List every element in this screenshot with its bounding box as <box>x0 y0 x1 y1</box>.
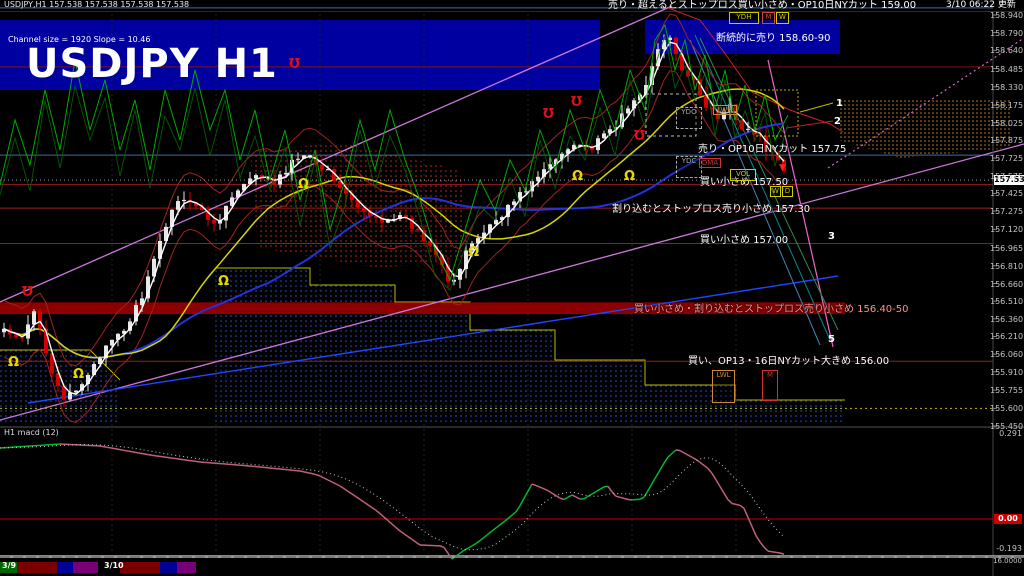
pivot-box-m: M <box>762 12 775 24</box>
timeline-day-label: 3/10 <box>104 561 124 570</box>
buy-marker: Ω <box>468 245 479 260</box>
ma-yellow <box>3 88 785 359</box>
pivot-box-ydo: YDO <box>676 107 702 129</box>
timeline-segment-1 <box>17 562 57 573</box>
buy-marker: Ω <box>624 169 635 184</box>
macd-zero-box: 0.00 <box>994 514 1022 524</box>
annotation-band-15640: 買い小さめ・割り込むとストップロス売り小さめ 156.40-50 <box>634 304 909 315</box>
buy-marker: Ω <box>8 355 19 370</box>
price-axis-label: 158.175 <box>990 101 1024 111</box>
pivot-box-d: D <box>782 186 793 197</box>
green-overlay-1 <box>0 23 789 282</box>
price-axis-label: 156.360 <box>990 314 1024 324</box>
corner-value: 16.0000 <box>993 557 1022 565</box>
banner-note: 断続的に売り 158.60-90 <box>716 33 831 44</box>
buy-marker: Ω <box>298 177 309 192</box>
price-axis-label: 156.965 <box>990 243 1024 253</box>
buy-marker: Ω <box>572 169 583 184</box>
sell-marker: Ω <box>571 92 582 107</box>
pivot-box-lwl: LWL <box>712 370 735 403</box>
macd-label: H1 macd (12) <box>4 428 59 437</box>
wave-label-5: 5 <box>828 334 835 345</box>
sell-marker: Ω <box>543 104 554 119</box>
sell-arrow: ▼ <box>779 163 786 173</box>
price-axis-label: 156.660 <box>990 279 1024 289</box>
kumo-future-orange <box>838 100 1010 158</box>
price-axis-label: 156.810 <box>990 261 1024 271</box>
sell-marker: Ω <box>22 282 33 297</box>
symbol-ohlc: USDJPY,H1 157.538 157.538 157.538 157.53… <box>4 0 190 9</box>
pivot-box-m: M <box>762 370 778 401</box>
pivot-box-ydh: YDH <box>729 12 759 24</box>
wave-label-3: 3 <box>828 231 835 242</box>
timeline-segment-6 <box>177 562 196 573</box>
macd-line <box>0 443 785 560</box>
price-axis-label: 157.725 <box>990 154 1024 164</box>
update-note: 3/10 06:22 更新 <box>946 0 1016 10</box>
chart-title: USDJPY H1 <box>26 41 278 87</box>
pivot-box-dma: DMA <box>699 158 721 168</box>
price-axis-label: 158.485 <box>990 64 1024 74</box>
price-axis-label: 157.120 <box>990 225 1024 235</box>
timeline-segment-0 <box>0 562 17 573</box>
ma-white <box>3 41 785 395</box>
pivot-box-w: W <box>776 12 789 24</box>
price-axis-label: 156.210 <box>990 332 1024 342</box>
current-price-box: 157.538 <box>994 175 1024 186</box>
price-axis-label: 157.875 <box>990 136 1024 146</box>
annotation-stop-15730: 割り込むとストップロス売り小さめ 157.30 <box>612 204 811 215</box>
annotation-sell-15775: 売り・OP10日NYカット 157.75 <box>698 144 847 155</box>
price-axis-label: 155.450 <box>990 422 1024 431</box>
buy-marker: Ω <box>73 367 84 382</box>
outline-box <box>645 93 697 137</box>
outline-box <box>755 89 799 137</box>
pivot-box-vol: VOL <box>730 169 756 181</box>
macd-signal <box>0 444 785 551</box>
green-overlay-2 <box>0 34 789 291</box>
price-axis-label: 158.640 <box>990 46 1024 56</box>
price-axis-label: 157.275 <box>990 207 1024 217</box>
sell-marker: Ω <box>634 126 645 141</box>
timeline-axis-line <box>0 556 1024 558</box>
timeline-segment-3 <box>73 562 98 573</box>
annotation-buy-15600: 買い、OP13・16日NYカット大きめ 156.00 <box>688 356 890 367</box>
timeline-day-label: 3/9 <box>2 561 17 570</box>
channel-info: Channel size = 1920 Slope = 10.46 <box>8 35 151 44</box>
price-axis-label: 158.940 <box>990 11 1024 20</box>
kumo-lower-left <box>0 350 120 424</box>
sell-marker: Ω <box>289 54 300 69</box>
price-axis-label: 155.600 <box>990 404 1024 414</box>
timeline-segment-4 <box>120 562 160 573</box>
ma-blue <box>3 122 785 359</box>
annotation-buy-15700: 買い小さめ 157.00 <box>700 235 789 246</box>
price-axis-label: 157.575 <box>990 171 1024 181</box>
macd-axis-min: -0.193 <box>996 544 1022 553</box>
timeline-segment-2 <box>57 562 73 573</box>
price-axis-label: 158.330 <box>990 82 1024 92</box>
pivot-box-w: W <box>770 186 781 197</box>
price-axis-label: 156.060 <box>990 350 1024 360</box>
top-annotation: 売り・超えるとストップロス買い小さめ・OP10日NYカット 159.00 <box>608 0 917 11</box>
macd-axis-max: 0.291 <box>999 429 1022 438</box>
annotation-buy-15750: 買い小さめ 157.50 <box>700 177 789 188</box>
price-axis-label: 157.425 <box>990 189 1024 199</box>
pivot-box-lwh: LWH <box>713 105 737 115</box>
price-axis-label: 158.790 <box>990 28 1024 38</box>
price-axis-label: 155.910 <box>990 367 1024 377</box>
supply-band <box>0 302 845 315</box>
wave-label-2: 2 <box>834 116 841 127</box>
buy-marker: Ω <box>218 274 229 289</box>
wave-label-1: 1 <box>836 98 843 109</box>
timeline-segment-5 <box>160 562 177 573</box>
kumo-lower-main <box>215 268 845 424</box>
price-axis-label: 158.025 <box>990 118 1024 128</box>
price-axis-label: 155.755 <box>990 386 1024 396</box>
price-axis-label: 156.510 <box>990 297 1024 307</box>
